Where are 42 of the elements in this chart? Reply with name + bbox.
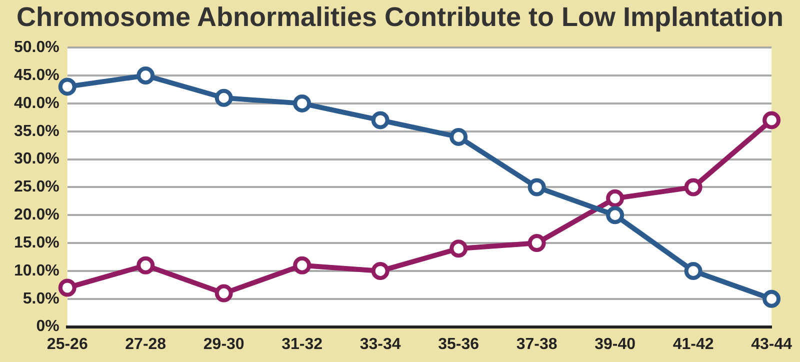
y-tick-label: 5.0% [22,290,60,308]
x-tick-label: 33-34 [360,336,401,353]
y-tick-label: 40.0% [14,94,60,112]
point [684,178,702,196]
y-tick-label: 0% [36,318,60,336]
point [371,262,390,280]
y-tick-label: 10.0% [14,262,60,280]
x-tick-label: 27-28 [125,336,166,353]
point [606,189,624,208]
point [293,94,312,112]
point [214,284,233,302]
x-tick-label: 41-42 [672,336,714,353]
point [58,78,76,96]
point [136,256,155,274]
y-tick-label: 35.0% [14,122,60,140]
x-tick-label: 39-40 [594,336,636,353]
point [136,66,155,85]
x-tick-label: 25-26 [46,336,88,353]
point [762,111,781,130]
point [528,178,546,196]
point [450,128,468,146]
point [450,240,468,258]
x-tick-label: 37-38 [516,336,558,353]
chart-title: Chromosome Abnormalities Contribute to Low Implantation [15,1,784,34]
point [528,234,546,252]
point [606,206,624,224]
y-tick-label: 30.0% [14,150,60,168]
x-tick-label: 29-30 [203,336,244,353]
y-tick-label: 15.0% [14,234,60,252]
x-tick-label: 31-32 [282,336,323,353]
x-tick-label: 43-44 [751,336,792,353]
y-tick-label: 45.0% [14,66,60,84]
y-tick-label: 20.0% [14,206,60,224]
point [684,262,702,280]
point [371,111,390,130]
point [214,88,233,107]
point [293,256,312,274]
x-tick-label: 35-36 [438,336,480,353]
y-tick-label: 25.0% [14,178,60,196]
point [58,278,76,297]
y-tick-label: 50.0% [14,39,60,56]
point [762,290,781,308]
